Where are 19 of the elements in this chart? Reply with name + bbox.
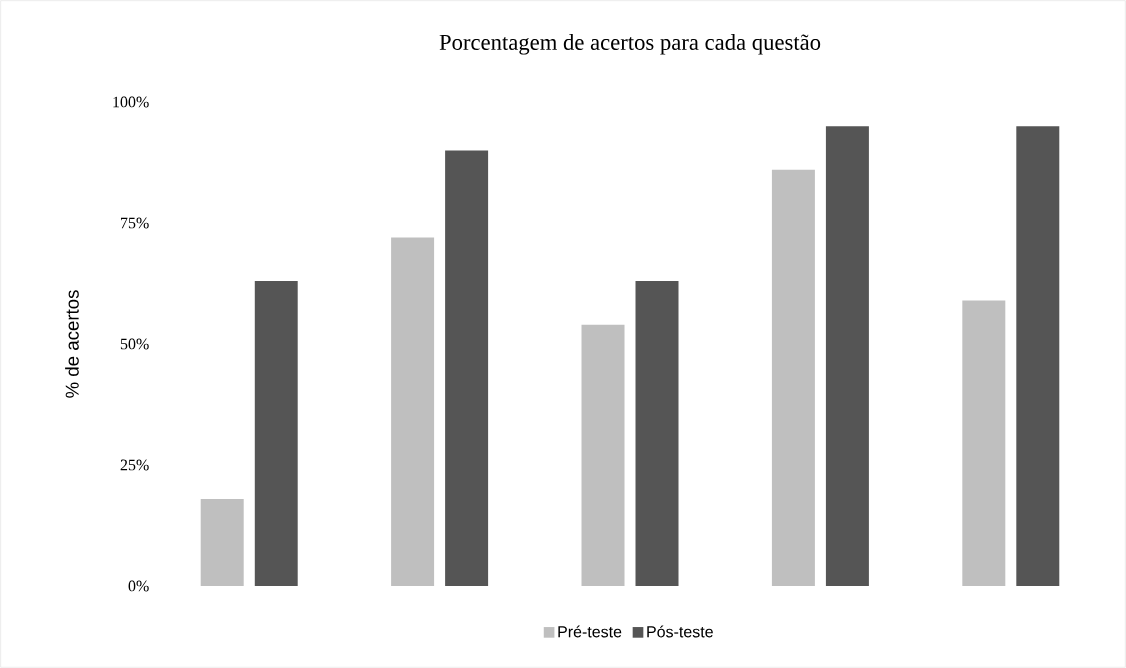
bar xyxy=(254,281,298,586)
y-tick-label: 75% xyxy=(121,217,149,229)
bar xyxy=(200,498,244,586)
y-axis-title: % de acertos xyxy=(65,290,79,398)
legend-label: Pós-teste xyxy=(647,625,713,638)
y-tick-label: 100% xyxy=(113,96,149,108)
y-tick-label: 50% xyxy=(120,338,149,350)
bar xyxy=(1016,126,1060,586)
chart-title: Porcentagem de acertos para cada questão xyxy=(439,34,821,55)
legend-label: Pré-teste xyxy=(558,625,622,638)
bar xyxy=(445,150,489,586)
bar xyxy=(391,237,435,586)
bar xyxy=(771,169,815,586)
bar xyxy=(635,281,679,586)
bar xyxy=(825,126,869,586)
bar xyxy=(962,300,1006,586)
y-tick-label: 0% xyxy=(128,580,149,592)
y-tick-label: 25% xyxy=(120,459,149,471)
bar xyxy=(581,324,625,586)
